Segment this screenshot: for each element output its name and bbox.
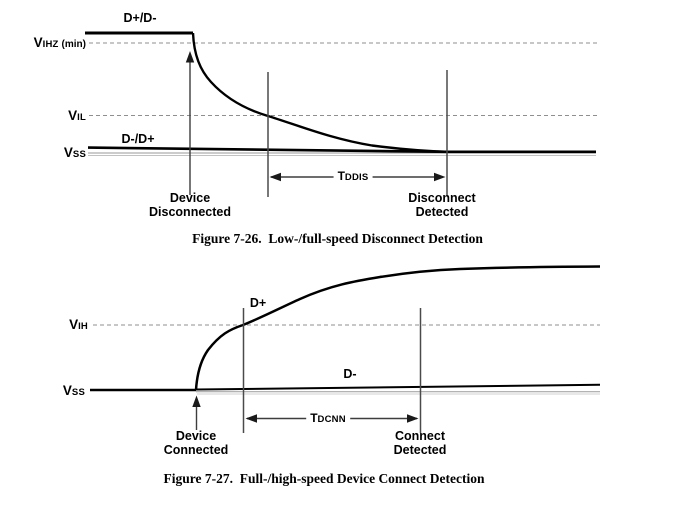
left-arrowhead-icon — [245, 414, 257, 423]
tddis-sub: DDIS — [344, 172, 369, 183]
fig1-tddis-label: TDDIS — [333, 169, 373, 183]
figure-7-26-diagram — [85, 31, 597, 197]
dminus-line — [195, 383, 601, 391]
fig2-caption: Figure 7-27. Full-/high-speed Device Con… — [163, 471, 485, 486]
up-arrow-icon — [192, 395, 201, 407]
vihz-sub: IHZ — [42, 39, 59, 50]
fig1-vihz-label: VIHZ (min) — [0, 35, 86, 50]
tdcnn-base: T — [310, 411, 318, 425]
event-line1: Disconnect — [408, 191, 476, 205]
event-line2: Detected — [393, 442, 447, 457]
fig2-event-device-connected: Device Connected — [163, 429, 229, 457]
vss-base: V — [63, 145, 73, 160]
vihz-base: V — [33, 35, 43, 50]
dminus-line — [87, 146, 596, 154]
fig1-event-device-disconnected: Device Disconnected — [149, 191, 231, 219]
fig2-vss-label: VSS — [0, 383, 85, 398]
dplus-rising-curve — [194, 265, 601, 391]
dplus-decay-curve — [191, 32, 448, 153]
fig2-dplus-signal-label: D+ — [249, 296, 267, 310]
fig1-caption: Figure 7-26. Low-/full-speed Disconnect … — [192, 231, 483, 246]
tddis-base: T — [337, 169, 345, 183]
fig1-dminus-signal-label: D-/D+ — [121, 132, 155, 146]
event-line2: Detected — [415, 204, 469, 219]
event-line2: Disconnected — [149, 204, 231, 219]
tdcnn-sub: DCNN — [317, 414, 346, 425]
left-arrowhead-icon — [269, 172, 281, 182]
fig1-vss-label: VSS — [0, 145, 86, 160]
fig1-dplus-signal-label: D+/D- — [123, 11, 157, 25]
vil-sub: IL — [77, 112, 86, 123]
up-arrow-icon — [185, 51, 195, 63]
fig1-event-disconnect-detected: Disconnect Detected — [408, 191, 476, 219]
vss-sub: SS — [71, 387, 85, 398]
event-line1: Device — [169, 191, 211, 205]
fig1-vil-label: VIL — [0, 108, 86, 123]
right-arrowhead-icon — [407, 414, 419, 423]
vss-base: V — [62, 383, 72, 398]
fig2-vih-label: VIH — [0, 317, 88, 332]
vss-sub: SS — [72, 149, 86, 160]
figure-7-27-diagram — [90, 265, 601, 433]
event-line2: Connected — [163, 442, 229, 457]
fig2-dminus-signal-label: D- — [343, 367, 357, 381]
event-line1: Device — [175, 429, 217, 443]
vihz-suffix: (min) — [61, 39, 86, 50]
right-arrowhead-icon — [434, 172, 446, 182]
fig2-tdcnn-label: TDCNN — [306, 411, 350, 425]
fig2-event-connect-detected: Connect Detected — [393, 429, 447, 457]
event-line1: Connect — [394, 429, 445, 443]
vih-sub: IH — [78, 321, 88, 332]
vih-base: V — [69, 317, 79, 332]
vil-base: V — [68, 108, 78, 123]
